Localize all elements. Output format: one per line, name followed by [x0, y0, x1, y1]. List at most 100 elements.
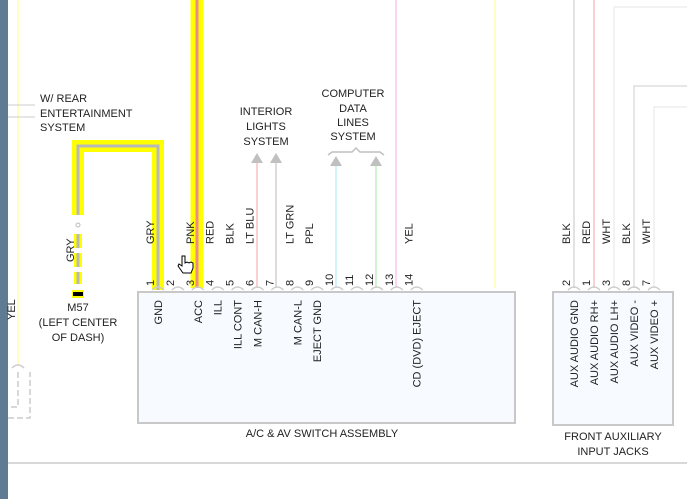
pin-number: 3 — [185, 280, 197, 286]
left-wire-label: YEL — [6, 299, 18, 320]
svg-text:ENTERTAINMENT: ENTERTAINMENT — [40, 108, 133, 120]
pin-8: 8 BLK AUX VIDEO - — [621, 223, 641, 367]
pin-signal-label: AUX AUDIO GND — [569, 300, 581, 387]
pin-1: 1 GRY GND — [145, 220, 165, 325]
pin-terminal — [330, 286, 344, 291]
arrow-up-icon — [330, 156, 342, 166]
wire-color-label: RED — [581, 221, 593, 244]
jacks-title: FRONT AUXILIARY INPUT JACKS — [564, 431, 662, 458]
pin-signal-label: EJECT GND — [312, 300, 324, 362]
wire-color-label: LT GRN — [284, 205, 296, 244]
svg-text:SYSTEM: SYSTEM — [243, 136, 288, 148]
pin-terminal — [587, 286, 601, 291]
hand-cursor-icon — [177, 255, 194, 274]
pin-number: 2 — [561, 280, 573, 286]
gry-ground-wire — [72, 140, 164, 290]
pin-terminal — [607, 286, 621, 291]
svg-text:INTERIOR: INTERIOR — [240, 106, 293, 118]
arrow-up-icon — [270, 153, 282, 163]
svg-text:LINES: LINES — [337, 117, 369, 129]
pin-10: 10 — [324, 274, 344, 291]
ac-av-switch-assembly — [137, 291, 516, 424]
pin-signal-label: ILL CONT — [233, 300, 245, 349]
pin-13: 13 — [384, 274, 404, 291]
pin-4: 4 RED ILL — [205, 221, 225, 316]
pin-signal-label: AUX VIDEO - — [629, 300, 641, 367]
wire-color-label: PPL — [304, 223, 316, 244]
pin-signal-label: ACC — [193, 300, 205, 323]
svg-text:INPUT JACKS: INPUT JACKS — [577, 446, 648, 458]
pin-terminal — [270, 286, 284, 291]
pin-terminal — [310, 286, 324, 291]
pin-3: 3 PNK ACC — [185, 221, 205, 324]
pin-number: 6 — [245, 280, 257, 286]
pin-8: 8 LT GRN M CAN-L — [284, 205, 304, 346]
pin-number: 10 — [324, 274, 336, 286]
pin-signal-label: AUX VIDEO + — [649, 300, 661, 369]
pin-signal-label: M CAN-H — [253, 300, 265, 347]
svg-text:(LEFT CENTER: (LEFT CENTER — [39, 317, 118, 329]
pin-signal-label: AUX AUDIO RH+ — [589, 300, 601, 385]
pin-terminal — [370, 286, 384, 291]
pin-7: 7 WHT AUX VIDEO + — [641, 219, 661, 370]
pin-5: 5 BLK ILL CONT — [225, 223, 245, 350]
pin-number: 14 — [404, 274, 416, 286]
pin-number: 2 — [165, 280, 177, 286]
pin-3: 3 WHT AUX AUDIO LH+ — [601, 219, 621, 384]
ground-wire-label: GRY — [65, 238, 77, 262]
pin-number: 4 — [205, 280, 217, 286]
pin-number: 11 — [344, 275, 356, 286]
wire-color-label: LT BLU — [245, 208, 257, 244]
pin-number: 8 — [284, 280, 296, 286]
pin-terminal — [171, 286, 185, 291]
wire-color-label: YEL — [404, 223, 416, 244]
pin-terminal — [191, 286, 205, 291]
pin-signal-label: GND — [153, 300, 165, 325]
pin-terminal — [211, 286, 225, 291]
left-panel-edge — [0, 0, 8, 499]
switch-title: A/C & AV SWITCH ASSEMBLY — [246, 428, 399, 440]
pin-number: 13 — [384, 274, 396, 286]
pin-number: 1 — [581, 280, 593, 286]
pin-number: 7 — [641, 280, 653, 286]
m57-label: M57 (LEFT CENTER OF DASH) — [39, 302, 118, 344]
pin-signal-label: AUX AUDIO LH+ — [609, 300, 621, 383]
pin-terminal — [151, 286, 165, 291]
pin-14: 14 YEL CD (DVD) EJECT — [404, 223, 424, 387]
pin-2: 2 — [165, 280, 185, 291]
pin-terminal — [350, 286, 364, 291]
pin-7: 7 — [264, 280, 284, 291]
computer-data-lines-note: COMPUTER DATA LINES SYSTEM — [322, 88, 385, 143]
pin-number: 3 — [601, 280, 613, 286]
wire-color-label: PNK — [185, 221, 197, 244]
pin-terminal — [250, 286, 265, 291]
svg-text:DATA: DATA — [339, 103, 367, 115]
pin-signal-label: CD (DVD) EJECT — [412, 300, 424, 388]
pin-1: 1 RED AUX AUDIO RH+ — [581, 221, 601, 386]
wire-color-label: WHT — [601, 219, 613, 244]
svg-text:M57: M57 — [67, 302, 88, 314]
pin-number: 9 — [304, 280, 316, 286]
pin-6: 6 LT BLU M CAN-H — [245, 208, 265, 347]
wire-color-label: RED — [205, 221, 217, 244]
pin-terminal — [290, 286, 304, 291]
pin-terminal — [567, 286, 581, 291]
pin-number: 7 — [264, 280, 276, 286]
wire-color-label: GRY — [145, 220, 157, 244]
interior-lights-note: INTERIOR LIGHTS SYSTEM — [240, 106, 293, 148]
front-auxiliary-input-jacks — [552, 291, 674, 426]
arrow-up-icon — [251, 153, 263, 163]
svg-text:W/ REAR: W/ REAR — [40, 93, 87, 105]
svg-text:SYSTEM: SYSTEM — [330, 131, 375, 143]
pin-11: 11 — [344, 275, 364, 291]
bracket — [327, 146, 385, 156]
pin-number: 1 — [145, 280, 157, 286]
pin-terminal — [231, 286, 245, 291]
svg-text:OF DASH): OF DASH) — [52, 332, 105, 344]
pin-number: 12 — [364, 274, 376, 286]
pin-terminal — [390, 286, 404, 291]
wire-color-label: WHT — [641, 219, 653, 244]
pin-2: 2 BLK AUX AUDIO GND — [561, 223, 581, 388]
svg-text:SYSTEM: SYSTEM — [40, 122, 85, 134]
